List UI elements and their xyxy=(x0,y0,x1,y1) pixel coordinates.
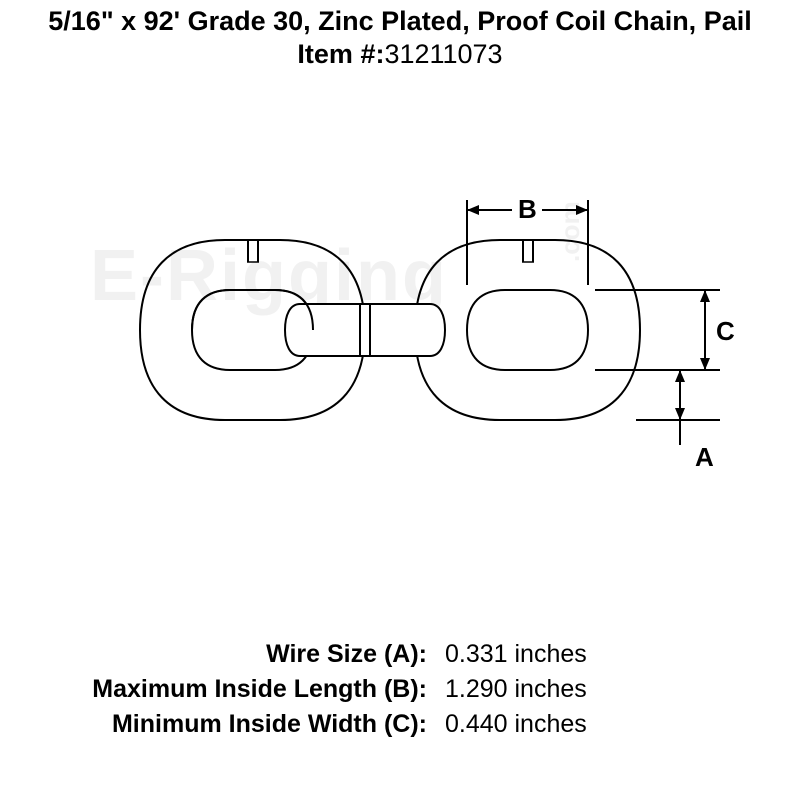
spec-row: Minimum Inside Width (C): 0.440 inches xyxy=(0,710,800,739)
spec-label: Maximum Inside Length (B): xyxy=(0,675,445,704)
product-title: 5/16" x 92' Grade 30, Zinc Plated, Proof… xyxy=(0,6,800,37)
spec-label: Wire Size (A): xyxy=(0,640,445,669)
spec-row: Maximum Inside Length (B): 1.290 inches xyxy=(0,675,800,704)
spec-label: Minimum Inside Width (C): xyxy=(0,710,445,739)
dim-label-c: C xyxy=(716,316,735,346)
chain-svg: B C A xyxy=(0,170,800,490)
dim-label-b: B xyxy=(518,194,537,224)
item-label: Item #: xyxy=(297,39,384,69)
item-number: 31211073 xyxy=(384,39,502,69)
header: 5/16" x 92' Grade 30, Zinc Plated, Proof… xyxy=(0,0,800,70)
spec-value: 0.331 inches xyxy=(445,640,587,669)
spec-value: 0.440 inches xyxy=(445,710,587,739)
dim-label-a: A xyxy=(695,442,714,472)
chain-diagram: B C A xyxy=(0,170,800,490)
specs-table: Wire Size (A): 0.331 inches Maximum Insi… xyxy=(0,640,800,745)
spec-value: 1.290 inches xyxy=(445,675,587,704)
spec-row: Wire Size (A): 0.331 inches xyxy=(0,640,800,669)
item-number-line: Item #:31211073 xyxy=(0,39,800,70)
